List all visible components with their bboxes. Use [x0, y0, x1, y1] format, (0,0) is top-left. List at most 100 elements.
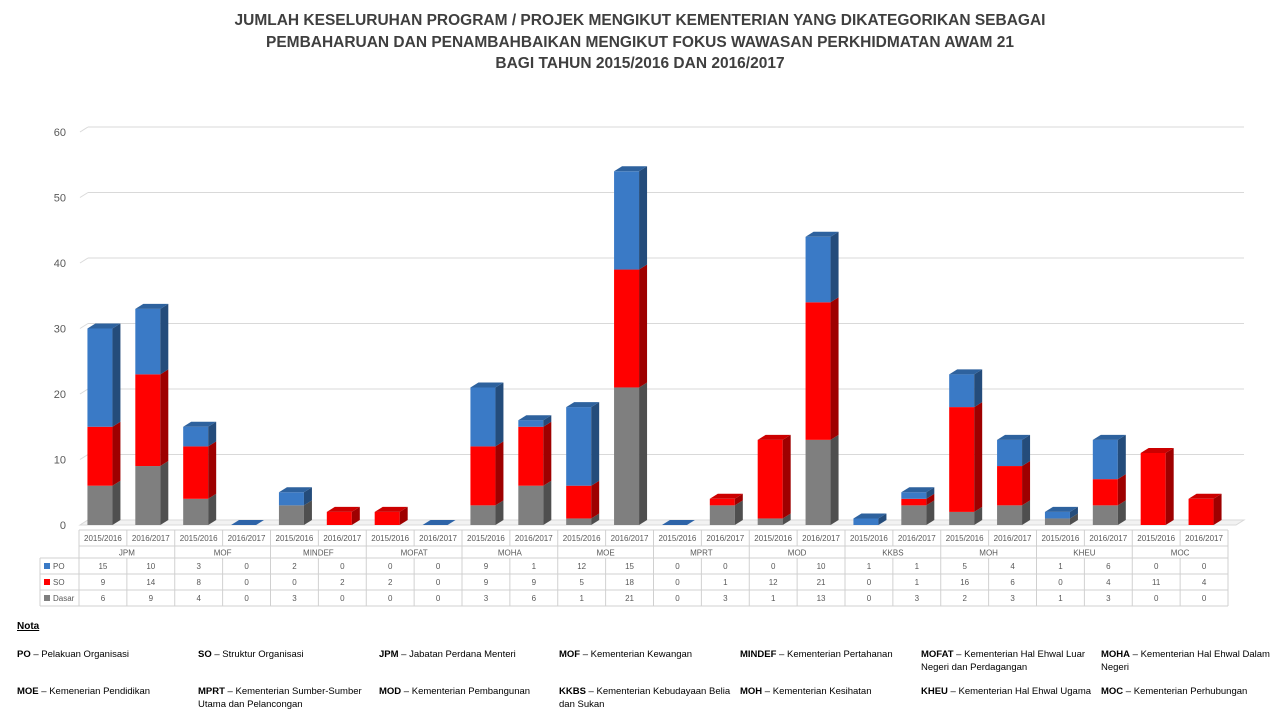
bar-segment-po	[805, 236, 831, 303]
data-label: 0	[771, 562, 776, 571]
x-group-label: MOF	[214, 549, 232, 558]
bar-segment-so	[614, 269, 640, 388]
data-label: 15	[98, 562, 107, 571]
bar-segment-po-side	[543, 415, 552, 427]
bar-segment-po	[614, 171, 640, 270]
data-label: 3	[196, 562, 201, 571]
bar-segment-dasar	[709, 505, 735, 525]
x-group-label: MOC	[1171, 549, 1190, 558]
gridline-depth	[79, 126, 89, 133]
bar-empty-top	[422, 520, 456, 525]
nota-abbr: MINDEF	[740, 649, 777, 660]
bar-segment-dasar-side	[1022, 500, 1031, 525]
legend-key-so	[44, 579, 50, 585]
data-label: 6	[532, 594, 537, 603]
x-tick-label-year: 2016/2017	[706, 534, 744, 543]
nota-item-moh: MOH – Kementerian Kesihatan	[740, 685, 915, 698]
bar-empty-top	[661, 520, 695, 525]
chart-title-line-3: BAGI TAHUN 2015/2016 DAN 2016/2017	[495, 55, 785, 72]
data-label: 1	[867, 562, 872, 571]
y-tick-label: 40	[54, 258, 66, 270]
data-label: 3	[915, 594, 920, 603]
x-group-label: KKBS	[882, 549, 903, 558]
bar-segment-dasar-side	[208, 493, 217, 525]
legend-key-po	[44, 563, 50, 569]
bar-segment-dasar	[614, 387, 640, 525]
bar-segment-po-top	[997, 434, 1031, 440]
bar-segment-so	[87, 426, 113, 486]
data-label: 5	[579, 578, 584, 587]
bar-segment-so-side	[112, 421, 121, 486]
bar-segment-so	[1188, 498, 1214, 525]
data-label: 1	[579, 594, 584, 603]
y-tick-label: 20	[54, 389, 66, 401]
data-label: 12	[577, 562, 586, 571]
data-label: 3	[484, 594, 489, 603]
x-tick-label-year: 2016/2017	[419, 534, 457, 543]
data-label: 0	[867, 578, 872, 587]
nota-item-mod: MOD – Kementerian Pembangunan	[379, 685, 554, 698]
bar-segment-so	[1092, 479, 1118, 506]
nota-desc: – Kementerian Sumber-Sumber Utama dan Pe…	[198, 686, 362, 710]
bar-segment-po	[949, 374, 975, 408]
bar-segment-so	[997, 466, 1023, 506]
data-label: 2	[292, 562, 297, 571]
data-label: 0	[1202, 562, 1207, 571]
x-group-label: MOHA	[498, 549, 523, 558]
bar-segment-po-side	[208, 421, 217, 447]
data-label: 6	[1106, 562, 1111, 571]
bar-segment-dasar-side	[830, 434, 839, 525]
data-label: 0	[436, 578, 441, 587]
data-label: 10	[146, 562, 155, 571]
bar-segment-so-side	[1165, 447, 1174, 525]
bar-segment-po-side	[974, 369, 983, 408]
data-label: 1	[771, 594, 776, 603]
bar-segment-dasar	[278, 505, 304, 525]
nota-item-moe: MOE – Kemenerian Pendidikan	[17, 685, 192, 698]
data-label: 8	[196, 578, 201, 587]
data-label: 1	[915, 562, 920, 571]
data-label: 9	[484, 578, 489, 587]
bar-segment-po-top	[1092, 434, 1126, 440]
bar-segment-po-side	[495, 382, 504, 447]
x-tick-label-year: 2016/2017	[228, 534, 266, 543]
bar-segment-dasar-side	[160, 461, 169, 525]
data-label: 9	[149, 594, 154, 603]
x-tick-label-year: 2016/2017	[132, 534, 170, 543]
x-tick-label-year: 2015/2016	[371, 534, 409, 543]
nota-abbr: MOH	[740, 686, 763, 697]
bar-segment-po-side	[303, 487, 312, 506]
bar-segment-so-side	[1117, 474, 1126, 506]
x-group-label: MINDEF	[303, 549, 334, 558]
bar-segment-po-top	[1044, 506, 1078, 512]
data-label: 21	[817, 578, 826, 587]
nota-desc: – Kementerian Kesihatan	[762, 686, 872, 697]
nota-item-po: PO – Pelakuan Organisasi	[17, 648, 192, 661]
data-label: 12	[769, 578, 778, 587]
x-group-label: MOE	[597, 549, 615, 558]
nota-desc: – Kementerian Perhubungan	[1123, 686, 1248, 697]
bar-segment-so-side	[208, 441, 217, 499]
bar-segment-so	[709, 498, 735, 506]
data-label: 13	[817, 594, 826, 603]
bar-segment-po-top	[87, 323, 121, 329]
data-label: 0	[1202, 594, 1207, 603]
bar-segment-po-top	[470, 382, 504, 388]
bar-segment-so	[374, 511, 400, 525]
data-label: 11	[1152, 578, 1161, 587]
bar-segment-po-top	[805, 231, 839, 237]
bar-segment-po-side	[926, 487, 935, 499]
data-label: 6	[101, 594, 106, 603]
bar-segment-po-top	[566, 402, 600, 408]
data-label: 0	[244, 578, 249, 587]
bar-segment-dasar-side	[734, 500, 743, 525]
bar-segment-so	[757, 439, 783, 519]
nota-abbr: MOD	[379, 686, 402, 697]
bar-segment-dasar	[470, 505, 496, 525]
nota-desc: – Struktur Organisasi	[211, 649, 304, 660]
gridline-depth	[79, 192, 89, 198]
bar-segment-so	[566, 485, 592, 519]
bar-segment-po-side	[1022, 434, 1031, 467]
bar-segment-so-top	[326, 506, 360, 512]
nota-item-mprt: MPRT – Kementerian Sumber-Sumber Utama d…	[198, 685, 373, 711]
